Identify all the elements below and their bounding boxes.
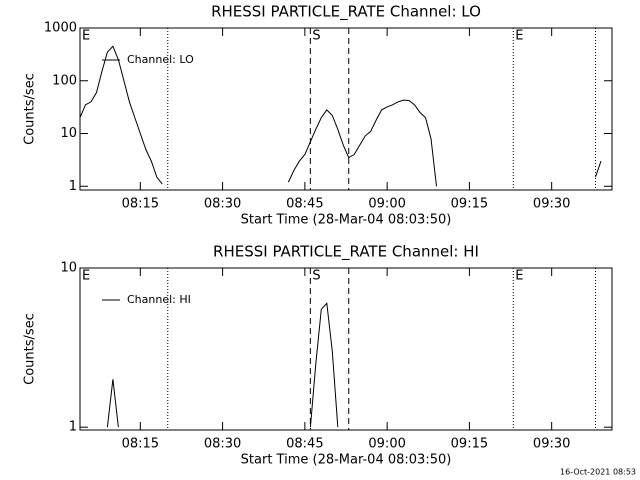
x-tick-label: 09:00 bbox=[368, 197, 405, 212]
x-tick-label: 09:15 bbox=[451, 197, 488, 212]
x-tick-label: 09:15 bbox=[451, 437, 488, 452]
y-tick-label: 10 bbox=[60, 126, 77, 141]
x-tick-label: 09:30 bbox=[533, 197, 570, 212]
x-tick-label: 08:45 bbox=[286, 197, 323, 212]
x-tick-label: 08:30 bbox=[204, 197, 241, 212]
x-tick-label: 08:30 bbox=[204, 437, 241, 452]
y-tick-label: 1 bbox=[69, 179, 77, 194]
x-axis-label: Start Time (28-Mar-04 08:03:50) bbox=[241, 213, 452, 228]
plot-frame bbox=[79, 267, 613, 431]
legend-label: Channel: LO bbox=[127, 53, 194, 66]
annotation: E bbox=[515, 29, 523, 44]
annotation: E bbox=[515, 269, 523, 284]
x-tick-label: 08:45 bbox=[286, 437, 323, 452]
y-tick-label: 1 bbox=[69, 420, 77, 435]
series-line bbox=[106, 302, 339, 428]
plot-frame bbox=[79, 27, 613, 191]
x-tick-label: 08:15 bbox=[122, 437, 159, 452]
chart-title: RHESSI PARTICLE_RATE Channel: LO bbox=[211, 3, 481, 22]
annotation: S bbox=[312, 269, 320, 284]
annotation: S bbox=[312, 29, 320, 44]
footer: 16-Oct-2021 08:53 bbox=[560, 468, 636, 477]
y-axis-label: Counts/sec bbox=[23, 313, 38, 385]
annotation: E bbox=[82, 29, 90, 44]
chart-title: RHESSI PARTICLE_RATE Channel: HI bbox=[213, 243, 479, 262]
x-tick-label: 09:00 bbox=[368, 437, 405, 452]
y-tick-label: 1000 bbox=[44, 21, 77, 36]
annotation: E bbox=[82, 269, 90, 284]
legend-label: Channel: HI bbox=[127, 293, 191, 306]
series-line bbox=[79, 45, 602, 187]
x-axis-label: Start Time (28-Mar-04 08:03:50) bbox=[241, 453, 452, 468]
y-tick-label: 10 bbox=[60, 261, 77, 276]
x-tick-label: 09:30 bbox=[533, 437, 570, 452]
y-axis-label: Counts/sec bbox=[23, 73, 38, 145]
x-tick-label: 08:15 bbox=[122, 197, 159, 212]
y-tick-label: 100 bbox=[52, 73, 77, 88]
